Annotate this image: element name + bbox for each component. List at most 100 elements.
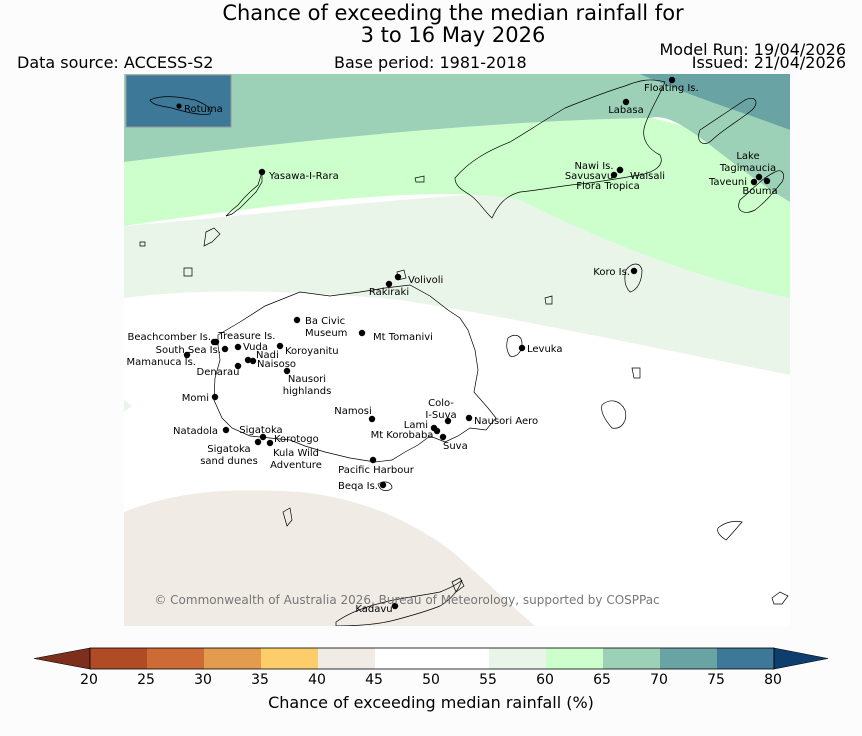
place-label-nausori-aero: Nausori Aero (474, 416, 538, 427)
map-title-line2: 3 to 16 May 2026 (360, 23, 546, 47)
place-label-ba-civic-museum: Ba Civic Museum (305, 316, 347, 339)
place-dot-natadola (222, 426, 230, 434)
model-run-label: Model Run: 19/04/2026 (659, 40, 847, 59)
place-label-labasa: Labasa (608, 105, 644, 116)
place-dot-suva (439, 433, 447, 441)
zone-55-60-left (124, 400, 132, 412)
place-label-mt-tomanivi: Mt Tomanivi (373, 332, 433, 343)
place-dot-south-sea-is (221, 345, 229, 353)
place-label-pacific-harbour: Pacific Harbour (338, 465, 415, 476)
place-dot-nausori-highlands (283, 367, 291, 375)
colorbar-tick-80: 80 (764, 672, 782, 688)
kadavu-coast (335, 579, 463, 626)
place-dot-beqa-is (379, 481, 387, 489)
place-label-waisali: Waisali (630, 171, 665, 182)
colorbar (33, 647, 829, 670)
zone-70-75 (640, 74, 790, 130)
colorbar-segment-11 (660, 648, 717, 669)
place-label-beachcomber-is: Beachcomber Is. (128, 332, 211, 343)
colorbar-segment-9 (546, 648, 603, 669)
koro-coast (624, 263, 643, 293)
colorbar-tick-75: 75 (707, 672, 725, 688)
colorbar-tick-60: 60 (536, 672, 554, 688)
place-label-nawi-is: Nawi Is. (574, 161, 613, 172)
place-dot-naisoso (249, 357, 257, 365)
colorbar-segment-6 (375, 648, 432, 669)
place-label-floating-is: Floating Is. (644, 83, 699, 94)
place-label-naisoso: Naisoso (257, 359, 296, 370)
yasawa-coast (225, 171, 263, 217)
place-label-mt-korobaba: Mt Korobaba (371, 430, 434, 441)
place-label-momi: Momi (182, 393, 209, 404)
place-dot-levuka (518, 344, 526, 352)
place-dot-volivoli (394, 273, 402, 281)
place-dot-waisali (616, 166, 624, 174)
place-label-taveuni: Taveuni (708, 177, 747, 188)
place-label-bouma: Bouma (742, 186, 777, 197)
place-label-kadavu: Kadavu (355, 604, 392, 615)
vanua-levu-coast (454, 79, 666, 219)
place-dot-sigatoka (259, 433, 267, 441)
colorbar-extend-low (33, 647, 91, 670)
place-label-mamanuca-is: Mamanuca Is. (127, 357, 196, 368)
colorbar-segment-12 (717, 648, 774, 669)
place-dot-koroyanitu (276, 342, 284, 350)
place-dot-momi (211, 393, 219, 401)
copyright-notice: © Commonwealth of Australia 2026, Bureau… (154, 593, 659, 607)
place-dot-savusavu (610, 171, 618, 179)
place-dot-labasa (622, 98, 630, 106)
place-dot-bouma (763, 177, 771, 185)
place-label-koroyanitu: Koroyanitu (285, 346, 339, 357)
place-points (183, 76, 771, 610)
place-dot-namosi (368, 415, 376, 423)
place-dot-ba-civic-museum (293, 316, 301, 324)
place-label-namosi: Namosi (334, 406, 371, 417)
colorbar-segment-5 (318, 648, 375, 669)
colorbar-segment-4 (261, 648, 318, 669)
colorbar-tick-50: 50 (422, 672, 440, 688)
map-title-line1: Chance of exceeding the median rainfall … (222, 1, 684, 25)
place-label-kula-wild-adventure: Kula Wild Adventure (270, 448, 322, 471)
place-dot-mt-tomanivi (358, 329, 366, 337)
place-dot-treasure-is (212, 338, 220, 346)
colorbar-frame (89, 647, 775, 670)
colorbar-tick-35: 35 (251, 672, 269, 688)
ovalau-coast (506, 334, 523, 357)
place-label-korotogo: Korotogo (274, 434, 319, 445)
place-label-south-sea-is: South Sea Is. (156, 345, 221, 356)
base-period-label: Base period: 1981-2018 (334, 53, 527, 72)
place-dot-kadavu (391, 602, 399, 610)
colorbar-tick-70: 70 (650, 672, 668, 688)
place-dot-floating-is (668, 76, 676, 84)
data-source-label: Data source: ACCESS-S2 (17, 53, 214, 72)
place-dot-nadi (244, 356, 252, 364)
colorbar-tick-20: 20 (80, 672, 98, 688)
colorbar-tick-55: 55 (479, 672, 497, 688)
place-label-denarau: Denarau (197, 367, 240, 378)
place-dot-koro-is (630, 267, 638, 275)
place-label-rakiraki: Rakiraki (369, 287, 409, 298)
colorbar-extend-high (773, 647, 829, 670)
place-dot-rakiraki (385, 280, 393, 288)
place-dot-korotogo (254, 438, 262, 446)
place-label-volivoli: Volivoli (408, 275, 443, 286)
colorbar-tick-45: 45 (365, 672, 383, 688)
place-dot-colo-i-suva (444, 417, 452, 425)
place-label-sigatoka-sand-dunes: Sigatoka sand dunes (200, 444, 258, 467)
colorbar-tick-65: 65 (593, 672, 611, 688)
place-label-sigatoka: Sigatoka (239, 425, 282, 436)
rotuma-outline (149, 96, 211, 115)
place-label-nausori-highlands: Nausori highlands (283, 374, 332, 397)
place-label-lami: Lami (404, 420, 428, 431)
taveuni-coast (738, 170, 784, 213)
place-label-suva: Suva (443, 441, 468, 452)
colorbar-tick-30: 30 (194, 672, 212, 688)
issued-date-label: Issued: 21/04/2026 (691, 53, 846, 72)
place-dot-mamanuca-is (183, 351, 191, 359)
colorbar-segment-1 (90, 648, 147, 669)
colorbar-segment-10 (603, 648, 660, 669)
zone-65-70 (124, 74, 790, 202)
colorbar-tick-40: 40 (308, 672, 326, 688)
place-label-vuda: Vuda (243, 342, 268, 353)
